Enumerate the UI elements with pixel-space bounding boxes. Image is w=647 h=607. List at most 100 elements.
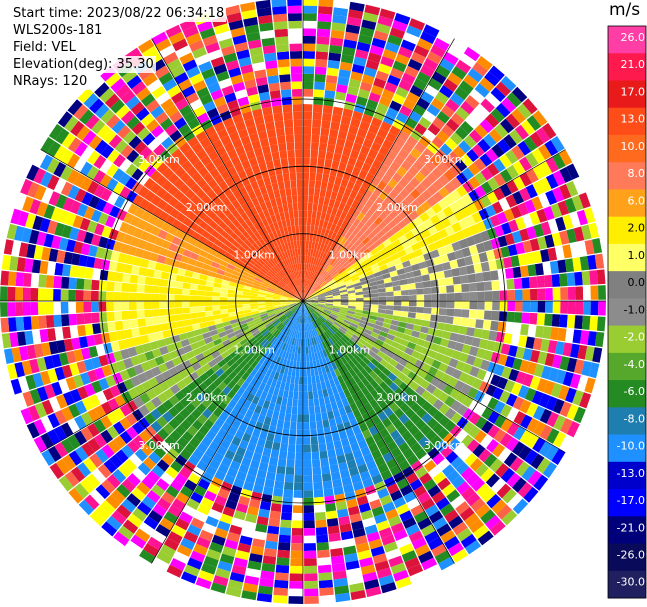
range-gate-cell bbox=[30, 287, 39, 301]
range-gate-cell bbox=[234, 304, 243, 309]
colorbar-tick-label: 1.0 bbox=[628, 249, 646, 262]
range-gate-cell bbox=[517, 482, 533, 498]
range-gate-cell bbox=[279, 365, 286, 375]
range-gate-cell bbox=[414, 205, 426, 216]
range-gate-cell bbox=[144, 400, 156, 413]
range-gate-cell bbox=[276, 285, 284, 291]
range-gate-cell bbox=[317, 297, 326, 300]
range-gate-cell bbox=[500, 118, 515, 134]
range-gate-cell bbox=[303, 295, 309, 301]
range-gate-cell bbox=[401, 550, 417, 563]
range-gate-cell bbox=[38, 274, 47, 288]
range-gate-cell bbox=[141, 380, 153, 392]
range-gate-cell bbox=[519, 265, 529, 278]
range-gate-cell bbox=[326, 265, 334, 273]
range-gate-cell bbox=[312, 249, 317, 258]
range-gate-cell bbox=[185, 92, 199, 105]
range-gate-cell bbox=[303, 187, 309, 196]
range-gate-cell bbox=[167, 314, 176, 323]
range-gate-cell bbox=[469, 223, 480, 236]
range-gate-cell bbox=[303, 298, 311, 301]
range-gate-cell bbox=[78, 336, 89, 349]
range-gate-cell bbox=[240, 325, 250, 332]
range-gate-cell bbox=[456, 416, 469, 430]
range-gate-cell bbox=[432, 452, 445, 466]
range-gate-cell bbox=[179, 52, 195, 65]
range-gate-cell bbox=[230, 274, 240, 280]
range-gate-cell bbox=[431, 232, 442, 242]
range-gate-cell bbox=[584, 239, 595, 255]
range-gate-cell bbox=[493, 187, 506, 201]
range-gate-cell bbox=[115, 360, 127, 372]
range-gate-cell bbox=[297, 295, 303, 301]
range-gate-cell bbox=[147, 260, 157, 270]
range-gate-cell bbox=[328, 267, 336, 275]
range-gate-cell bbox=[375, 421, 386, 432]
range-gate-cell bbox=[464, 540, 482, 555]
range-gate-cell bbox=[484, 71, 500, 87]
range-gate-cell bbox=[362, 345, 371, 354]
range-gate-cell bbox=[403, 419, 415, 431]
range-gate-cell bbox=[180, 537, 196, 551]
range-gate-cell bbox=[352, 317, 361, 323]
range-gate-cell bbox=[285, 134, 295, 143]
range-gate-cell bbox=[83, 312, 93, 324]
range-gate-cell bbox=[234, 179, 245, 190]
range-gate-cell bbox=[365, 383, 375, 393]
range-gate-cell bbox=[30, 273, 40, 288]
range-gate-cell bbox=[280, 303, 289, 306]
range-gate-cell bbox=[348, 575, 363, 586]
range-gate-cell bbox=[123, 378, 135, 391]
range-gate-cell bbox=[388, 234, 399, 243]
range-gate-cell bbox=[342, 260, 350, 268]
range-gate-cell bbox=[218, 372, 229, 382]
range-gate-cell bbox=[491, 499, 507, 515]
range-gate-cell bbox=[152, 277, 161, 286]
range-gate-cell bbox=[467, 68, 484, 83]
range-gate-cell bbox=[43, 233, 54, 248]
range-gate-cell bbox=[242, 193, 251, 203]
range-gate-cell bbox=[248, 157, 258, 167]
range-gate-cell bbox=[275, 473, 285, 482]
range-gate-cell bbox=[347, 233, 356, 242]
range-gate-cell bbox=[324, 306, 333, 311]
range-gate-cell bbox=[262, 400, 271, 410]
range-gate-cell bbox=[252, 330, 261, 337]
range-gate-cell bbox=[269, 370, 276, 379]
range-gate-cell bbox=[358, 186, 367, 196]
range-gate-cell bbox=[190, 194, 201, 205]
range-gate-cell bbox=[65, 376, 77, 391]
range-gate-cell bbox=[172, 373, 183, 384]
range-gate-cell bbox=[416, 254, 426, 264]
range-gate-cell bbox=[402, 98, 416, 111]
range-gate-cell bbox=[253, 530, 267, 541]
range-gate-cell bbox=[460, 317, 469, 327]
range-gate-cell bbox=[414, 275, 423, 283]
range-gate-cell bbox=[151, 156, 164, 170]
range-gate-cell bbox=[410, 226, 421, 237]
range-gate-cell bbox=[305, 286, 309, 294]
range-gate-cell bbox=[61, 132, 76, 149]
range-gate-cell bbox=[317, 549, 330, 559]
range-gate-cell bbox=[272, 303, 281, 306]
range-gate-cell bbox=[246, 393, 255, 403]
range-gate-cell bbox=[278, 450, 288, 460]
range-gate-cell bbox=[181, 359, 192, 370]
range-gate-cell bbox=[94, 223, 105, 236]
range-gate-cell bbox=[358, 34, 373, 45]
range-gate-cell bbox=[319, 135, 329, 144]
range-gate-cell bbox=[315, 58, 328, 68]
range-gate-cell bbox=[283, 119, 294, 128]
range-gate-cell bbox=[236, 387, 246, 397]
range-gate-cell bbox=[224, 342, 234, 351]
range-gate-cell bbox=[175, 45, 192, 59]
range-gate-cell bbox=[290, 281, 296, 289]
range-gate-cell bbox=[506, 92, 522, 108]
range-gate-cell bbox=[76, 360, 87, 374]
range-gate-cell bbox=[273, 112, 284, 122]
range-gate-cell bbox=[349, 418, 359, 429]
range-gate-cell bbox=[406, 135, 419, 148]
range-gate-cell bbox=[394, 262, 404, 271]
range-gate-cell bbox=[384, 282, 393, 288]
range-gate-cell bbox=[488, 128, 503, 143]
